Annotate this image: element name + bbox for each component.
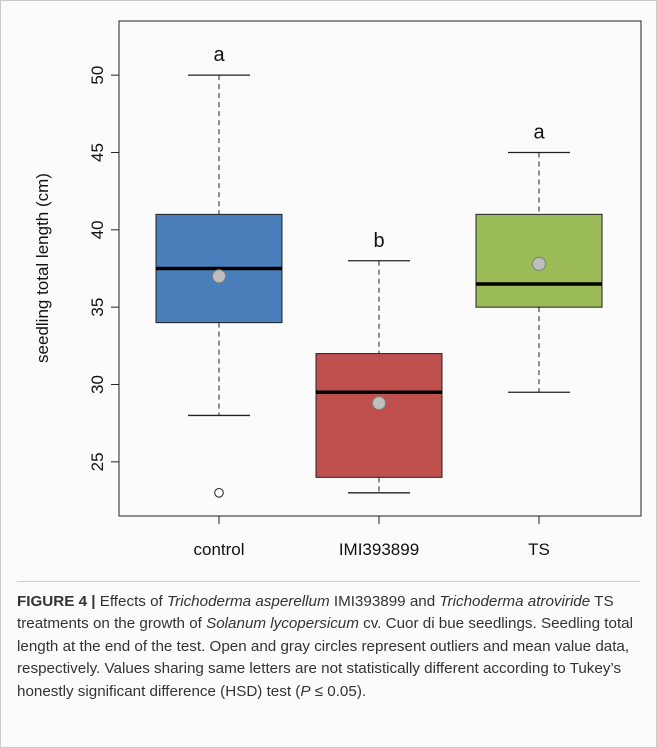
y-axis: 25 30 35 40 45 50 [88,66,119,471]
caption-segment: IMI393899 and [329,593,440,610]
caption-segment: cv. Cuor di bue seedlings. Seedling tota… [17,615,633,700]
outlier-point [214,487,224,498]
mean-point [532,256,546,271]
y-tick-label: 50 [88,66,107,85]
box-TS: a [475,121,603,393]
y-tick-label: 35 [88,298,107,317]
box-IMI393899: b [315,230,443,494]
y-tick-label: 30 [88,375,107,394]
x-tick-label: TS [528,540,550,559]
significance-letter: b [373,230,384,252]
caption-divider [17,581,640,582]
caption-segment: Effects of [95,593,167,610]
caption-label: FIGURE 4 | [17,593,96,610]
x-axis: control IMI393899 TS [193,516,550,559]
significance-letter: a [533,121,545,143]
caption-segment: P [300,682,311,700]
y-tick-label: 40 [88,220,107,239]
y-axis-label: seedling total length (cm) [33,173,52,363]
iqr-box [315,353,443,478]
caption-segment: TS treatments on the growth of [17,593,614,633]
box-group: a b a [155,44,603,498]
caption-segment: Trichoderma atroviride [439,593,591,610]
caption-segment: Trichoderma asperellum [167,593,330,610]
box-control: a [155,44,283,498]
mean-point [372,396,386,411]
x-tick-label: IMI393899 [339,540,419,559]
caption-text: Effects of Trichoderma asperellum IMI393… [17,593,633,700]
caption-segment: Solanum lycopersicum [206,615,359,633]
y-tick-label: 45 [88,143,107,162]
figure-caption: FIGURE 4 | Effects of Trichoderma aspere… [17,591,645,703]
mean-point [212,269,226,284]
plot-frame [118,20,642,517]
significance-letter: a [213,44,225,66]
y-tick-label: 25 [88,452,107,471]
boxplot-chart: 25 30 35 40 45 50 control IMI393899 TS a b a seed… [33,20,642,559]
caption-segment: ≤ 0.05). [310,682,367,700]
x-tick-label: control [193,540,244,559]
